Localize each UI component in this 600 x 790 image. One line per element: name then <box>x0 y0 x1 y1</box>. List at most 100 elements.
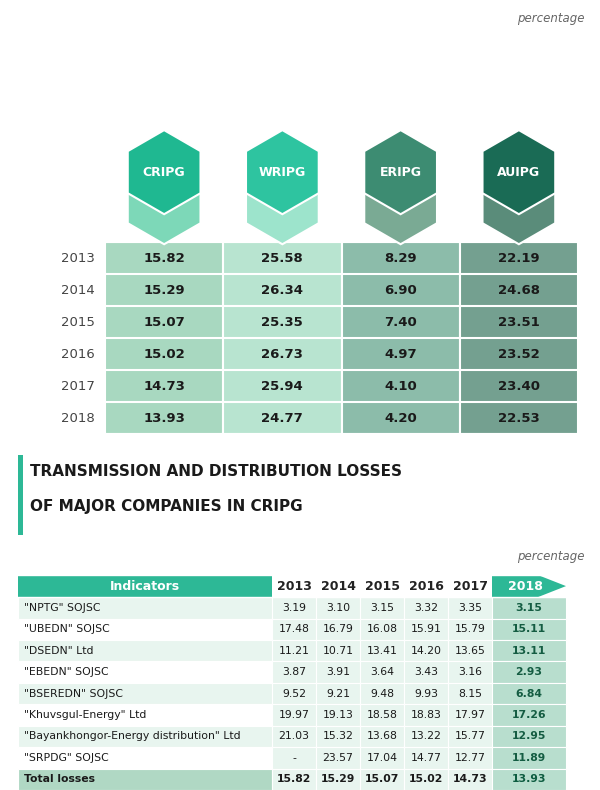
Bar <box>272 619 316 640</box>
Text: 15.77: 15.77 <box>455 732 485 741</box>
Polygon shape <box>246 160 319 244</box>
Text: 15.32: 15.32 <box>323 732 353 741</box>
Text: 3.43: 3.43 <box>414 667 438 677</box>
Bar <box>316 747 360 769</box>
Bar <box>272 769 316 790</box>
Text: 26.34: 26.34 <box>262 284 304 297</box>
Text: 15.02: 15.02 <box>143 348 185 361</box>
Bar <box>316 640 360 661</box>
Text: ERIPG: ERIPG <box>380 166 422 179</box>
Polygon shape <box>364 130 437 214</box>
Text: 16.79: 16.79 <box>323 624 353 634</box>
Text: percentage: percentage <box>517 12 585 25</box>
Text: 7.40: 7.40 <box>384 316 417 329</box>
Bar <box>492 661 566 683</box>
Text: 2018: 2018 <box>508 580 542 592</box>
Polygon shape <box>246 130 319 214</box>
Text: 3.35: 3.35 <box>458 603 482 613</box>
Text: 2013: 2013 <box>277 580 311 592</box>
Text: 2017: 2017 <box>61 380 95 393</box>
Bar <box>316 619 360 640</box>
Bar <box>360 747 404 769</box>
Text: 4.10: 4.10 <box>384 380 417 393</box>
Text: "Khuvsgul-Energy" Ltd: "Khuvsgul-Energy" Ltd <box>24 710 146 720</box>
Text: CRIPG: CRIPG <box>143 166 185 179</box>
Text: 14.73: 14.73 <box>452 774 487 784</box>
Polygon shape <box>364 160 437 244</box>
Bar <box>492 704 566 726</box>
Bar <box>404 597 448 619</box>
Bar <box>492 683 566 704</box>
Bar <box>272 597 316 619</box>
Text: 22.19: 22.19 <box>498 252 539 265</box>
Bar <box>18 455 23 535</box>
Text: "DSEDN" Ltd: "DSEDN" Ltd <box>24 645 94 656</box>
Polygon shape <box>482 130 555 214</box>
Text: 2014: 2014 <box>61 284 95 297</box>
Text: "BSEREDN" SOJSC: "BSEREDN" SOJSC <box>24 689 123 698</box>
Text: 15.29: 15.29 <box>143 284 185 297</box>
Bar <box>18 661 272 683</box>
Text: 25.35: 25.35 <box>262 316 303 329</box>
Text: 2015: 2015 <box>365 580 400 592</box>
Bar <box>18 619 272 640</box>
Bar <box>223 243 341 434</box>
Text: 15.07: 15.07 <box>143 316 185 329</box>
Text: 6.84: 6.84 <box>515 689 542 698</box>
Bar <box>272 640 316 661</box>
Text: 13.22: 13.22 <box>410 732 442 741</box>
Text: 13.93: 13.93 <box>512 774 546 784</box>
Text: 2.93: 2.93 <box>515 667 542 677</box>
Text: 3.15: 3.15 <box>370 603 394 613</box>
Bar <box>272 661 316 683</box>
Text: Total losses: Total losses <box>24 774 95 784</box>
Bar <box>18 769 272 790</box>
Polygon shape <box>492 575 566 597</box>
Text: 25.58: 25.58 <box>262 252 303 265</box>
Bar <box>492 769 566 790</box>
Bar <box>448 619 492 640</box>
Bar <box>341 243 460 434</box>
Text: 21.03: 21.03 <box>278 732 310 741</box>
Text: 23.51: 23.51 <box>498 316 540 329</box>
Bar <box>316 704 360 726</box>
Text: 24.77: 24.77 <box>262 412 303 425</box>
Text: 14.20: 14.20 <box>410 645 442 656</box>
Text: "SRPDG" SOJSC: "SRPDG" SOJSC <box>24 753 109 763</box>
Text: 22.53: 22.53 <box>498 412 540 425</box>
Bar <box>404 640 448 661</box>
Text: 3.91: 3.91 <box>326 667 350 677</box>
Bar <box>460 243 578 434</box>
Text: 19.97: 19.97 <box>278 710 310 720</box>
Bar <box>448 704 492 726</box>
Bar <box>360 726 404 747</box>
Text: 18.83: 18.83 <box>410 710 442 720</box>
Bar <box>360 597 404 619</box>
Text: 23.57: 23.57 <box>323 753 353 763</box>
Text: 4.97: 4.97 <box>385 348 417 361</box>
Text: 14.77: 14.77 <box>410 753 442 763</box>
Text: 2016: 2016 <box>409 580 443 592</box>
Text: 11.21: 11.21 <box>278 645 310 656</box>
Bar <box>18 704 272 726</box>
Bar <box>18 683 272 704</box>
Text: 9.48: 9.48 <box>370 689 394 698</box>
Text: 18.58: 18.58 <box>367 710 397 720</box>
Text: 3.15: 3.15 <box>515 603 542 613</box>
Text: 2013: 2013 <box>61 252 95 265</box>
Polygon shape <box>128 130 200 214</box>
Polygon shape <box>482 160 555 244</box>
Text: WRIPG: WRIPG <box>259 166 306 179</box>
Text: 14.73: 14.73 <box>143 380 185 393</box>
Text: 15.29: 15.29 <box>321 774 355 784</box>
Bar <box>404 769 448 790</box>
Text: 4.20: 4.20 <box>384 412 417 425</box>
Text: "EBEDN" SOJSC: "EBEDN" SOJSC <box>24 667 109 677</box>
Text: 3.32: 3.32 <box>414 603 438 613</box>
Text: 17.48: 17.48 <box>278 624 310 634</box>
Bar <box>492 747 566 769</box>
Text: 23.52: 23.52 <box>498 348 540 361</box>
Text: 6.90: 6.90 <box>384 284 417 297</box>
Text: 13.65: 13.65 <box>455 645 485 656</box>
Text: 9.21: 9.21 <box>326 689 350 698</box>
